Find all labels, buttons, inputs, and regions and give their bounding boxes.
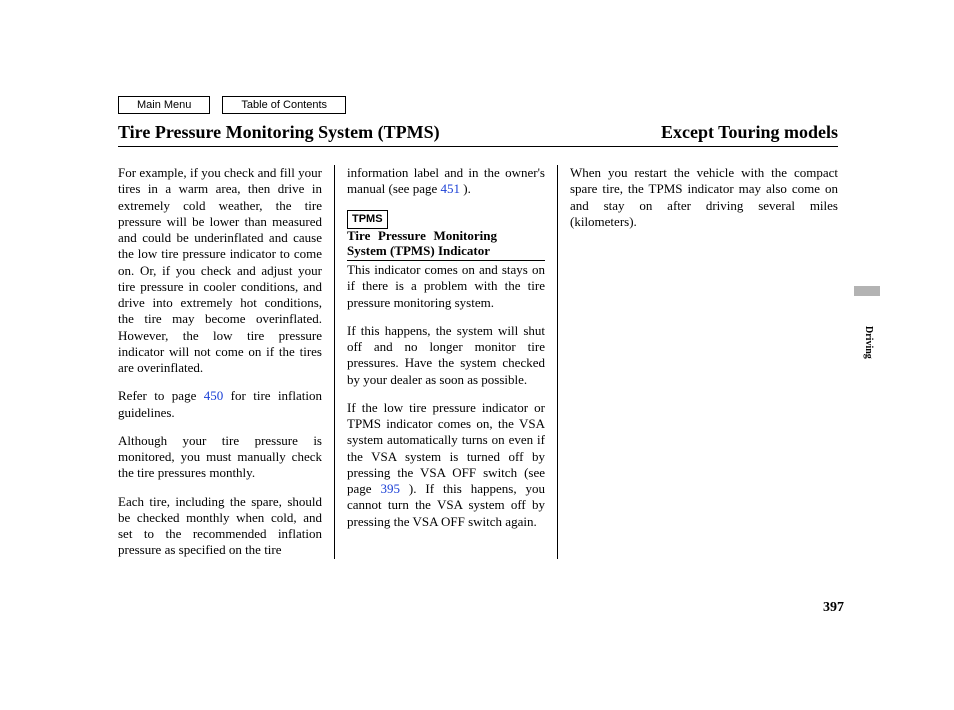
section-tab-label: Driving [863, 326, 874, 359]
section-tab-bar [854, 286, 880, 296]
column-3: When you restart the vehicle with the co… [558, 165, 838, 559]
page-number: 397 [823, 600, 844, 616]
body-columns: For example, if you check and fill your … [118, 165, 838, 559]
page-header: Tire Pressure Monitoring System (TPMS) E… [118, 122, 838, 143]
body-text: This indicator comes on and stays on if … [347, 262, 545, 311]
page-subtitle: Except Touring models [661, 122, 838, 143]
body-text: Refer to page 450 for tire inflation gui… [118, 388, 322, 421]
page-title: Tire Pressure Monitoring System (TPMS) [118, 122, 440, 143]
column-2: information label and in the owner's man… [334, 165, 558, 559]
body-text: Refer to page [118, 388, 204, 403]
tpms-heading-text: Tire Pressure Monitoring System (TPMS) I… [347, 229, 497, 259]
header-divider [118, 146, 838, 147]
toc-button[interactable]: Table of Contents [222, 96, 346, 114]
tpms-indicator-heading: TPMS Tire Pressure Monitoring System (TP… [347, 210, 545, 260]
body-text: ). [460, 181, 471, 196]
nav-button-row: Main Menu Table of Contents [118, 96, 346, 114]
main-menu-button[interactable]: Main Menu [118, 96, 210, 114]
body-text: Although your tire pressure is monitored… [118, 433, 322, 482]
body-text: information label and in the owner's man… [347, 165, 545, 198]
page-ref-link[interactable]: 451 [440, 181, 460, 196]
body-text: If the low tire pressure indicator or TP… [347, 400, 545, 530]
tpms-icon: TPMS [347, 210, 388, 230]
section-tab: Driving [854, 316, 880, 376]
page-ref-link[interactable]: 450 [204, 388, 224, 403]
body-text: If this happens, the system will shut of… [347, 323, 545, 388]
page-ref-link[interactable]: 395 [380, 481, 400, 496]
body-text: Each tire, including the spare, should b… [118, 494, 322, 559]
column-1: For example, if you check and fill your … [118, 165, 334, 559]
manual-page: Main Menu Table of Contents Tire Pressur… [0, 0, 954, 710]
body-text: When you restart the vehicle with the co… [570, 165, 838, 230]
body-text: For example, if you check and fill your … [118, 165, 322, 376]
heading-underline [347, 260, 545, 261]
